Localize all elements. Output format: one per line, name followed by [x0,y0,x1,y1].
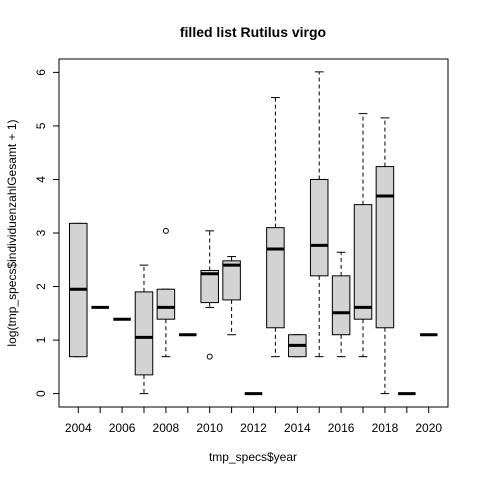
y-axis: 0 1 2 3 4 5 6 [34,69,60,397]
box-2017 [353,113,373,358]
y-axis-label: log(tmp_specs$individuenzahlGesamt + 1) [5,119,19,346]
x-tick-label: 2014 [284,421,311,435]
y-tick-label: 3 [34,229,48,236]
x-tick-label: 2010 [196,421,223,435]
x-tick-label: 2020 [415,421,442,435]
box-body [266,227,285,329]
box-2016 [331,251,351,358]
box-2013 [266,97,285,358]
chart-title: filled list Rutilus virgo [180,24,326,40]
y-tick-label: 1 [34,336,48,343]
box-body [200,269,219,304]
box-2004 [69,222,88,358]
boxes-layer [69,71,438,396]
box-body [156,288,176,320]
outlier-point [162,227,169,234]
box-body [353,204,373,320]
box-body [134,291,154,376]
y-tick-label: 4 [34,176,48,183]
x-tick-label: 2004 [65,421,92,435]
x-tick-label: 2012 [240,421,267,435]
box-2011 [222,256,241,336]
box-2010 [200,230,219,360]
box-2008 [156,227,176,358]
box-body [222,260,241,301]
box-2018 [375,117,395,395]
x-tick-label: 2006 [109,421,136,435]
box-body [331,275,351,336]
y-tick-label: 2 [34,283,48,290]
y-tick-label: 5 [34,122,48,129]
box-2007 [134,264,154,395]
x-tick-label: 2008 [153,421,180,435]
x-axis: 2004 2006 2008 2010 2012 2014 2016 2018 2020 [65,406,442,435]
box-2015 [309,71,329,358]
box-body [375,166,395,329]
box-2014 [288,334,307,358]
x-tick-label: 2016 [328,421,355,435]
x-axis-label: tmp_specs$year [209,450,297,464]
y-tick-label: 0 [34,390,48,397]
x-tick-label: 2018 [372,421,399,435]
box-body [309,178,329,277]
y-tick-label: 6 [34,69,48,76]
outlier-point [206,353,213,360]
